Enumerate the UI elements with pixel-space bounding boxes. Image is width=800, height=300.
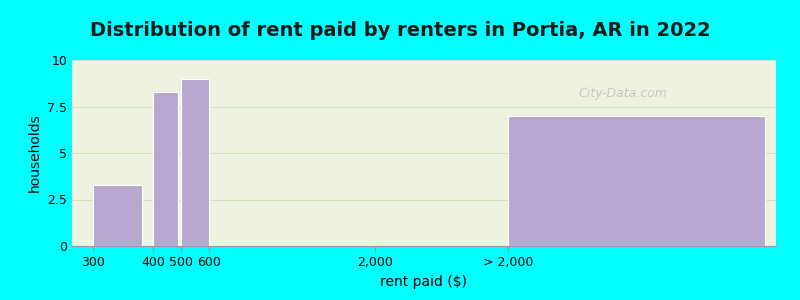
Bar <box>153 92 178 246</box>
Text: City-Data.com: City-Data.com <box>579 87 668 100</box>
Text: Distribution of rent paid by renters in Portia, AR in 2022: Distribution of rent paid by renters in … <box>90 21 710 40</box>
Y-axis label: households: households <box>27 114 42 192</box>
Bar <box>509 116 766 246</box>
X-axis label: rent paid ($): rent paid ($) <box>381 275 467 289</box>
Bar <box>181 79 210 246</box>
Bar <box>93 184 142 246</box>
